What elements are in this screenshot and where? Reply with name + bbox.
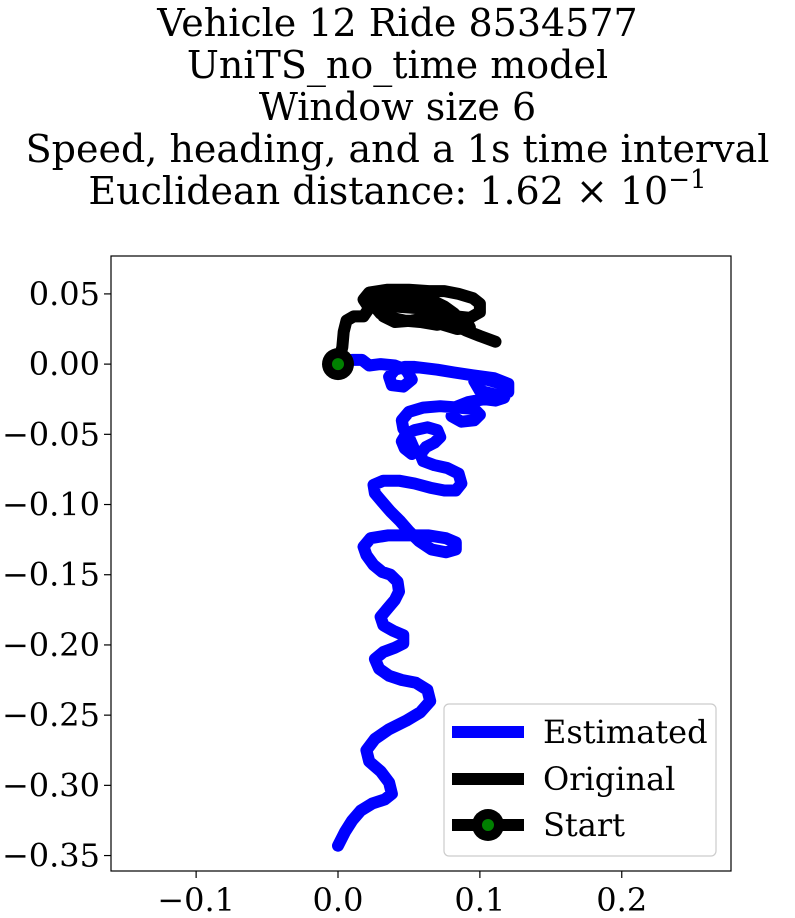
title-line-inputs: Speed, heading, and a 1s time interval: [25, 127, 770, 171]
title-line-distance: Euclidean distance: 1.62 × 10−1: [0, 167, 795, 213]
y-tick-label: −0.25: [2, 696, 100, 734]
x-tick-label: 0.0: [313, 881, 364, 918]
distance-exponent: −1: [668, 165, 707, 195]
start-marker-center: [332, 358, 345, 371]
x-tick-label: 0.1: [454, 881, 505, 918]
y-tick-label: −0.05: [2, 415, 100, 453]
legend-start-label: Start: [543, 806, 625, 844]
legend-box: [443, 703, 717, 857]
y-tick-label: −0.15: [2, 556, 100, 594]
x-axis: −0.1 0.0 0.1 0.2: [157, 871, 647, 918]
plot-frame: [110, 255, 732, 872]
series-layer: [322, 283, 515, 852]
legend: Estimated Original Start: [443, 703, 717, 857]
legend-original-label: Original: [543, 760, 675, 798]
y-tick-label: −0.20: [2, 626, 100, 664]
series-line-estimated: [332, 353, 515, 852]
series-line-original: [332, 283, 502, 371]
chart-title: Vehicle 12 Ride 8534577 UniTS_no_time mo…: [0, 2, 795, 212]
y-tick-label: −0.35: [2, 837, 100, 875]
y-tick-label: 0.05: [29, 275, 100, 313]
y-tick-label: 0.00: [29, 345, 100, 383]
y-tick-label: −0.10: [2, 486, 100, 524]
legend-estimated-label: Estimated: [543, 713, 708, 751]
title-line-model: UniTS_no_time model: [186, 43, 609, 87]
distance-text: Euclidean distance: 1.62 × 10: [88, 169, 669, 213]
title-line-vehicle-ride: Vehicle 12 Ride 8534577: [157, 1, 638, 45]
y-axis: 0.05 0.00 −0.05 −0.10 −0.15 −0.20 −0.25 −0.30 −0…: [2, 275, 111, 875]
x-tick-label: −0.1: [157, 881, 235, 918]
x-tick-label: 0.2: [596, 881, 647, 918]
y-tick-label: −0.30: [2, 766, 100, 804]
title-line-window: Window size 6: [258, 85, 537, 129]
legend-start-marker-center: [482, 819, 494, 831]
